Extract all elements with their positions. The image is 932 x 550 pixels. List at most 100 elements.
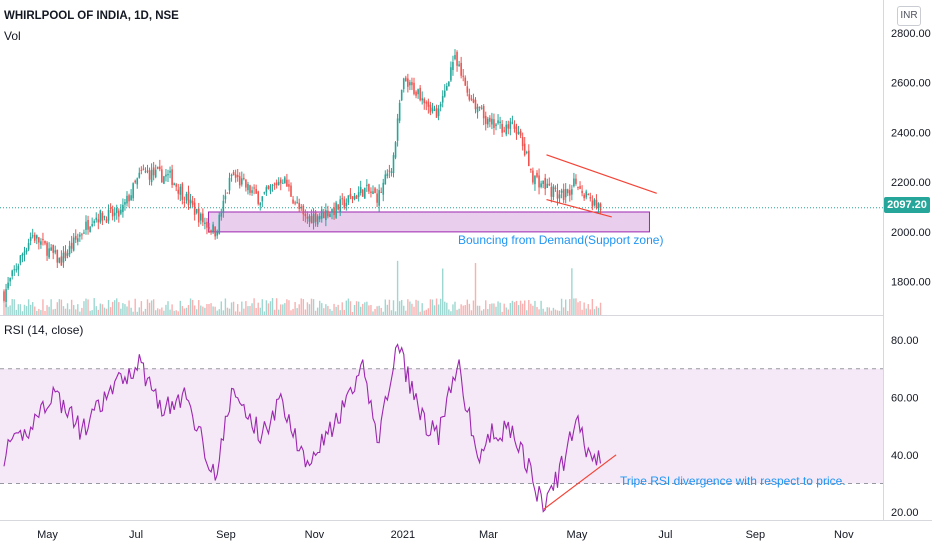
candle-body (421, 98, 423, 101)
volume-bar (587, 304, 589, 315)
volume-bar (394, 311, 397, 315)
candle-body (296, 202, 298, 204)
candle-body (152, 167, 155, 176)
candle-body (126, 195, 128, 204)
candle-body (122, 204, 124, 213)
candle-body (472, 98, 475, 103)
volume-bar (316, 307, 319, 315)
candle-body (429, 104, 432, 113)
volume-bar (181, 306, 184, 315)
candle-body (62, 252, 65, 263)
candle-body (79, 234, 81, 237)
volume-bar (575, 298, 577, 315)
volume-bar (464, 305, 466, 315)
candle-body (5, 289, 7, 302)
volume-bar (392, 300, 395, 315)
volume-bar (218, 309, 220, 315)
candle-body (589, 197, 592, 199)
volume-bar (398, 301, 401, 315)
candle-body (185, 194, 188, 201)
candle-body (271, 185, 274, 187)
volume-bar (109, 307, 112, 315)
candle-body (257, 191, 259, 204)
volume-bar (308, 304, 311, 315)
candle-body (72, 237, 75, 251)
candle-body (249, 185, 251, 193)
volume-bar (5, 304, 7, 315)
volume-bar (546, 307, 548, 315)
candle-body (173, 183, 175, 185)
candle-body (267, 185, 270, 189)
demand-zone-box (208, 211, 650, 233)
volume-bar (83, 301, 85, 315)
candle-body (402, 78, 405, 90)
volume-bar (425, 309, 427, 315)
volume-bar (505, 307, 507, 315)
candle-body (132, 183, 134, 199)
volume-bar (40, 310, 42, 315)
volume-bar (58, 299, 61, 315)
volume-bar (138, 307, 140, 315)
volume-bar (456, 309, 458, 315)
candle-body (540, 183, 542, 187)
candle-body (573, 178, 575, 187)
time-axis-tick: 2021 (391, 529, 415, 541)
candle-body (210, 230, 212, 233)
currency-button[interactable]: INR (897, 6, 921, 26)
volume-bar (331, 310, 333, 315)
volume-bar (54, 308, 56, 315)
candle-body (234, 174, 237, 178)
candle-body (68, 245, 71, 255)
candle-body (29, 236, 32, 241)
volume-bar (487, 309, 489, 315)
candle-body (462, 75, 464, 77)
candle-body (87, 220, 89, 230)
candle-body (46, 242, 48, 256)
volume-bar (62, 306, 65, 315)
candle-body (226, 192, 229, 194)
volume-bar (179, 300, 181, 315)
channel-lower-line (546, 198, 612, 218)
volume-bar (173, 310, 175, 315)
candle-body (101, 213, 104, 221)
candle-body (214, 226, 216, 237)
candle-body (388, 170, 391, 172)
candle-body (386, 173, 389, 177)
candle-body (290, 185, 292, 197)
volume-bar (532, 305, 534, 315)
candle-body (392, 155, 395, 174)
candle-body (425, 102, 428, 104)
volume-bar (87, 299, 89, 315)
candle-body (556, 190, 559, 199)
candle-body (70, 242, 73, 249)
volume-bar (521, 303, 524, 315)
volume-bar (148, 302, 151, 315)
volume-bar (380, 307, 382, 315)
volume-bar (7, 306, 9, 315)
candle-body (478, 106, 481, 108)
candle-body (497, 120, 499, 124)
candle-body (302, 205, 305, 215)
candle-body (581, 190, 583, 194)
volume-bar (204, 307, 206, 315)
volume-bar (347, 298, 350, 315)
volume-bar (585, 308, 587, 315)
volume-bar (415, 299, 417, 315)
volume-bar (472, 300, 475, 315)
candle-body (515, 126, 518, 135)
volume-bar (27, 299, 30, 315)
volume-bar (429, 299, 432, 315)
volume-bar (89, 310, 91, 315)
volume-bar (499, 302, 501, 315)
volume-bar (431, 299, 434, 315)
volume-bar (99, 303, 102, 315)
candle-body (247, 183, 249, 191)
volume-bar (3, 301, 5, 315)
price-axis-tick: 1800.00 (891, 277, 931, 289)
time-axis-tick: Jul (129, 529, 143, 541)
volume-bar (79, 311, 81, 315)
time-axis-tick: May (37, 529, 58, 541)
candle-body (175, 184, 177, 187)
candle-body (17, 265, 20, 270)
volume-bar (253, 298, 255, 315)
